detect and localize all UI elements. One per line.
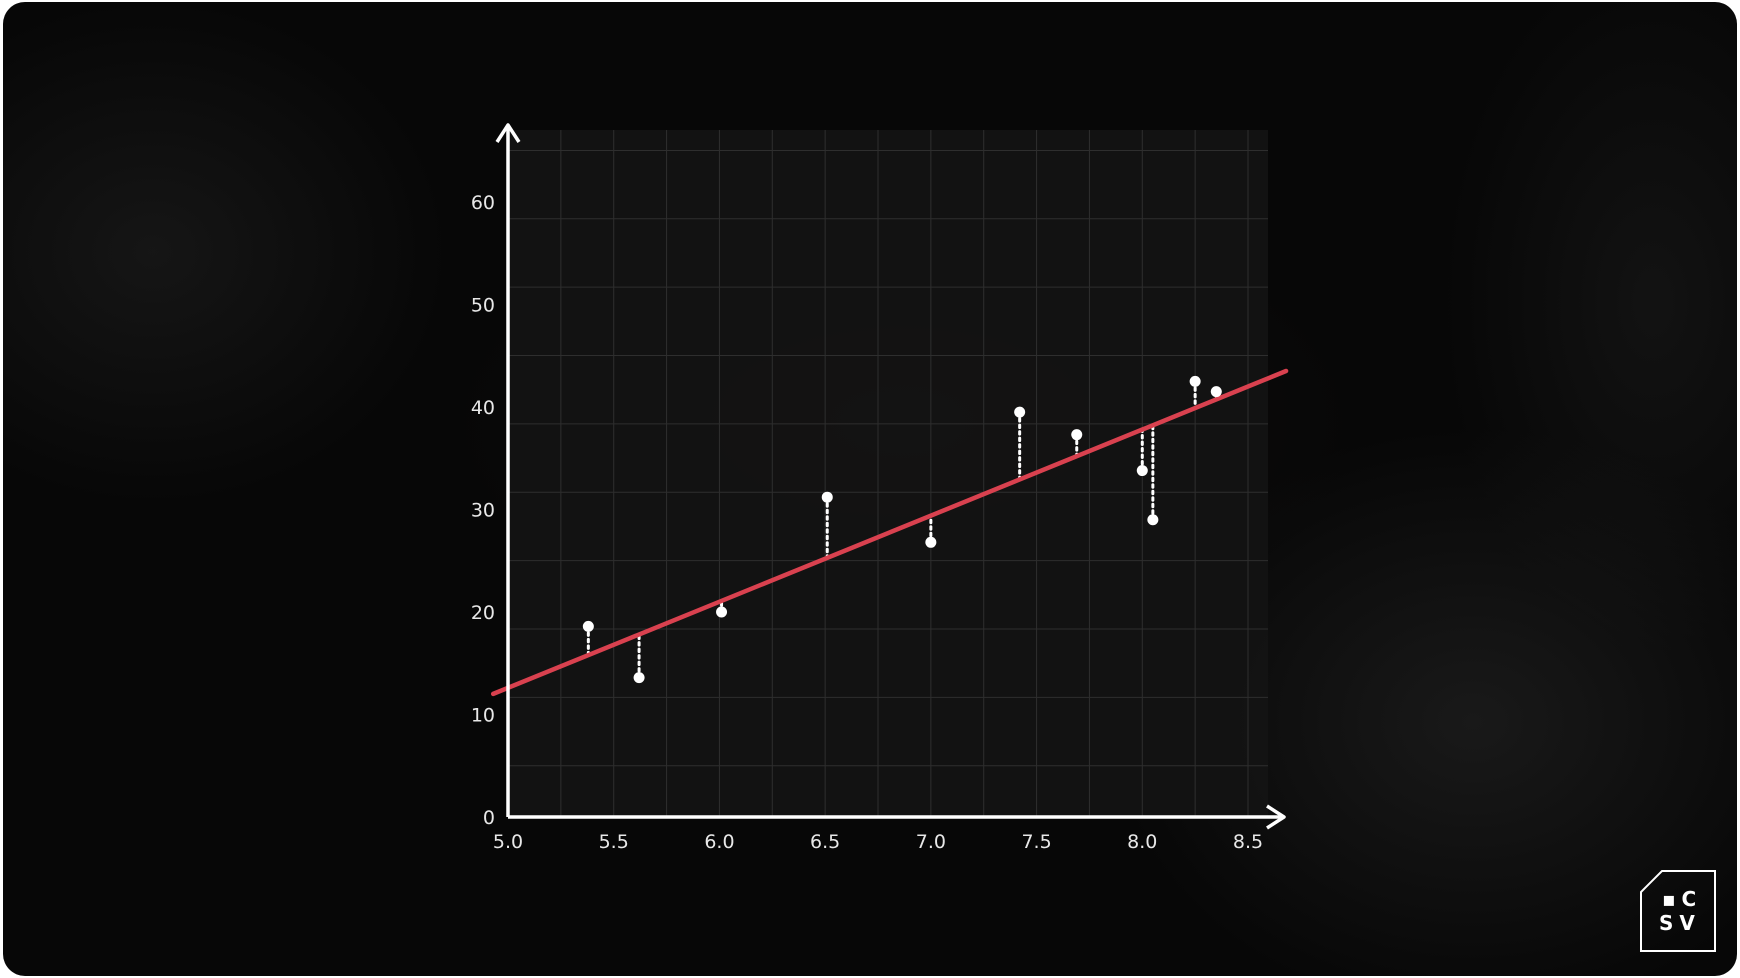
scatter-chart: 5.0 5.5 6.0 6.5 7.0 7.5 8.0 8.5 0 10 20 30 40 50 60 [471, 123, 1289, 853]
y-tick-labels: 0 10 20 30 40 50 60 [471, 192, 495, 829]
y-tick-label: 20 [471, 602, 495, 624]
data-point [1071, 429, 1083, 441]
x-tick-label: 7.0 [916, 831, 946, 853]
logo-badge-icon [1640, 870, 1716, 952]
y-axis-arrowhead [495, 123, 521, 143]
y-tick-label: 0 [483, 807, 495, 829]
video-frame: 5.0 5.5 6.0 6.5 7.0 7.5 8.0 8.5 0 10 20 30 40 50 60 ▪… [3, 2, 1737, 976]
x-axis-arrowhead [1266, 804, 1286, 830]
logo-text-bottom: SV [1659, 911, 1701, 935]
x-tick-label: 8.0 [1127, 831, 1157, 853]
logo-text-top: ▪C [1662, 887, 1703, 911]
x-tick-label: 5.5 [599, 831, 629, 853]
data-point [582, 620, 594, 632]
data-point [1014, 406, 1026, 418]
data-point [925, 536, 937, 548]
y-tick-label: 40 [471, 397, 495, 419]
data-point [1147, 514, 1159, 526]
y-tick-label: 50 [471, 295, 495, 317]
data-point [1189, 375, 1201, 387]
x-tick-label: 6.0 [704, 831, 734, 853]
y-tick-label: 10 [471, 705, 495, 727]
data-point [1136, 465, 1148, 477]
x-tick-label: 5.0 [493, 831, 523, 853]
y-tick-label: 60 [471, 192, 495, 214]
x-tick-label: 8.5 [1233, 831, 1263, 853]
data-points [582, 375, 1222, 684]
data-point [633, 672, 645, 684]
channel-logo: ▪C SV [1640, 870, 1716, 952]
axes [495, 123, 1286, 830]
x-tick-label: 6.5 [810, 831, 840, 853]
regression-line [490, 368, 1289, 697]
x-tick-label: 7.5 [1021, 831, 1051, 853]
y-tick-label: 30 [471, 500, 495, 522]
data-point [1210, 386, 1222, 398]
x-tick-labels: 5.0 5.5 6.0 6.5 7.0 7.5 8.0 8.5 [493, 831, 1263, 853]
data-point [821, 491, 833, 503]
data-point [716, 606, 728, 618]
